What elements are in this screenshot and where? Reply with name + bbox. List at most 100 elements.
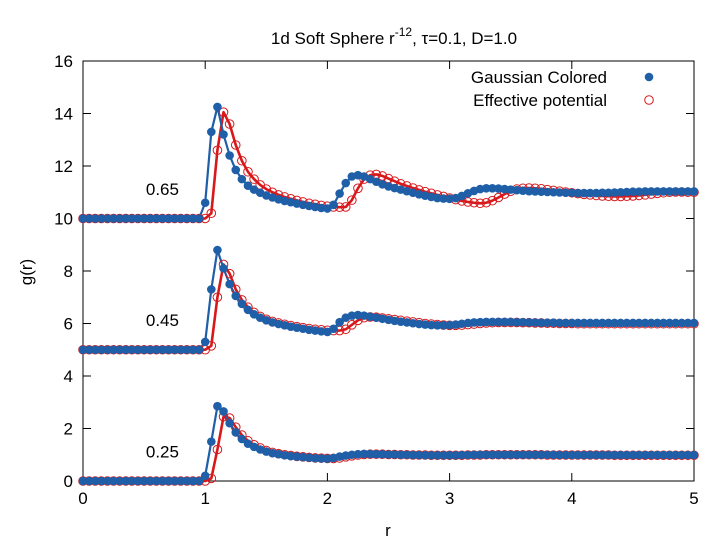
gaussian-point	[591, 188, 601, 198]
gaussian-point	[219, 130, 228, 139]
x-axis-label: r	[385, 521, 391, 540]
effective-point	[340, 324, 351, 335]
gaussian-point	[659, 450, 668, 460]
gaussian-point	[231, 291, 241, 301]
gaussian-point	[152, 345, 161, 355]
gaussian-point	[335, 317, 344, 327]
y-tick-label: 4	[64, 367, 73, 386]
gaussian-point	[671, 318, 680, 328]
gaussian-point	[549, 318, 558, 328]
gaussian-point	[445, 450, 454, 460]
x-tick-label: 0	[78, 489, 87, 508]
effective-line-0.45	[83, 263, 694, 352]
gaussian-point	[335, 189, 344, 198]
gaussian-point	[207, 437, 216, 446]
gaussian-point	[659, 318, 668, 328]
gaussian-point	[207, 127, 216, 137]
gaussian-point	[109, 214, 118, 223]
gaussian-point	[188, 214, 198, 223]
gaussian-point	[469, 450, 479, 460]
legend-label-effective: Effective potential	[473, 91, 607, 110]
gaussian-point	[97, 345, 106, 355]
effective-point	[206, 341, 217, 351]
gaussian-point	[451, 450, 461, 460]
gaussian-point	[84, 345, 94, 355]
gaussian-point	[475, 317, 485, 327]
gaussian-point	[133, 214, 143, 223]
gaussian-point	[640, 187, 650, 196]
gaussian-point	[604, 188, 613, 198]
y-tick-label: 10	[54, 210, 73, 229]
gaussian-point	[426, 320, 436, 330]
gaussian-point	[341, 178, 351, 188]
title-superscript: -12	[395, 25, 413, 39]
gaussian-point	[97, 214, 106, 223]
gaussian-point	[488, 450, 497, 460]
gaussian-point	[103, 214, 112, 223]
gaussian-point	[488, 184, 497, 193]
gaussian-point	[127, 476, 137, 486]
gaussian-point	[506, 317, 515, 327]
gaussian-point	[506, 450, 515, 460]
gaussian-point	[561, 450, 570, 460]
gaussian-point	[500, 450, 509, 460]
legend-marker-effective	[644, 95, 654, 105]
gaussian-point	[402, 450, 412, 460]
gaussian-point	[555, 188, 564, 197]
gaussian-point	[133, 345, 143, 355]
gaussian-point	[653, 450, 662, 460]
gaussian-point	[121, 214, 131, 223]
gaussian-point	[585, 188, 595, 198]
gaussian-point	[152, 476, 161, 486]
gaussian-point	[683, 450, 693, 460]
effective-point	[212, 145, 223, 156]
plot-frame	[82, 60, 695, 482]
chart-title: 1d Soft Sphere r-12, τ=0.1, D=1.0	[271, 25, 517, 48]
gaussian-point	[164, 345, 173, 355]
gaussian-point	[200, 337, 210, 347]
gaussian-point	[622, 187, 632, 197]
gaussian-point	[598, 450, 607, 460]
gaussian-point	[616, 187, 625, 197]
gaussian-point	[329, 200, 338, 210]
gaussian-point	[567, 318, 577, 328]
gaussian-point	[164, 214, 173, 223]
gaussian-point	[555, 318, 564, 328]
gaussian-point	[677, 450, 687, 460]
gaussian-point	[78, 476, 88, 486]
title-rest: , τ=0.1, D=1.0	[412, 29, 517, 48]
gaussian-point	[671, 187, 680, 196]
annotation-layer: 0.65 0.45 0.25	[146, 180, 179, 462]
gaussian-point	[640, 450, 650, 460]
gaussian-point	[225, 418, 234, 428]
density-label: 0.25	[146, 442, 179, 461]
gaussian-point	[433, 450, 442, 460]
gaussian-point	[549, 450, 558, 460]
gaussian-point	[231, 428, 241, 437]
effective-point	[230, 140, 241, 150]
gaussian-point	[494, 317, 503, 327]
effective-point	[249, 174, 259, 184]
gaussian-point	[90, 345, 100, 355]
gaussian-point	[573, 318, 583, 328]
gaussian-point	[536, 187, 546, 197]
legend: Gaussian Colored Effective potential	[471, 68, 654, 110]
gaussian-point	[426, 450, 436, 460]
gaussian-point	[158, 345, 167, 355]
gaussian-point	[310, 453, 320, 463]
gaussian-point	[634, 450, 644, 460]
gaussian-point	[439, 194, 448, 203]
legend-marker-gaussian	[644, 72, 654, 82]
gaussian-point	[127, 345, 137, 355]
gaussian-point	[457, 450, 467, 460]
gaussian-point	[665, 450, 674, 460]
gaussian-point	[384, 450, 393, 459]
gaussian-point	[591, 318, 601, 328]
gaussian-point	[610, 188, 619, 197]
gaussian-point	[145, 345, 155, 355]
gaussian-point	[365, 449, 375, 459]
effective-point	[481, 197, 492, 208]
gaussian-point	[243, 305, 253, 315]
gaussian-point	[646, 318, 656, 328]
gaussian-point	[598, 188, 607, 198]
